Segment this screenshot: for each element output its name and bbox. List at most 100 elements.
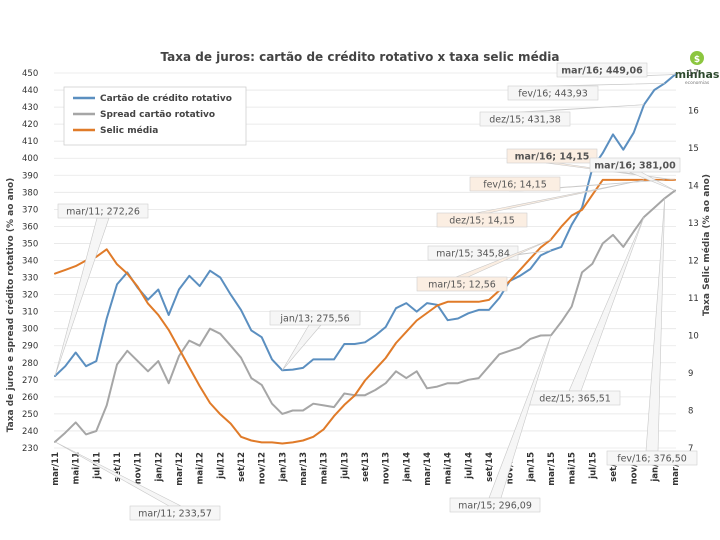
x-tick-label: mai/14 [444, 452, 454, 485]
annotation-box [507, 85, 599, 101]
x-axis-ticks: mar/11mai/11jul/11set/11nov/11jan/12mar/… [51, 452, 681, 486]
annotation-box [479, 111, 571, 127]
annotation-label: mar/16; 449,06 [561, 66, 643, 77]
annotation-box [436, 212, 528, 228]
x-tick-label: jul/12 [216, 452, 226, 480]
x-tick-label: mai/15 [568, 452, 578, 485]
annotation-box [57, 203, 149, 219]
x-tick-label: mar/11 [51, 452, 61, 486]
annotation-label: mar/11; 233,57 [138, 509, 212, 520]
x-tick-label: jan/16 [650, 452, 660, 483]
x-tick-label: jan/12 [154, 452, 164, 483]
logo-subtitle: economias [685, 80, 710, 86]
x-tick-label: jul/13 [340, 452, 350, 480]
y-tick-right: 8 [688, 407, 693, 417]
legend-label: Spread cartão rotativo [100, 110, 215, 120]
annotation-label: mar/11; 272,26 [66, 207, 140, 218]
chart-title: Taxa de juros: cartão de crédito rotativ… [160, 50, 559, 64]
series-lines [54, 73, 676, 445]
y-tick-right: 16 [688, 107, 699, 117]
y-tick-right: 12 [688, 257, 699, 267]
annotation-box [469, 176, 561, 192]
y-tick-left: 340 [22, 257, 38, 267]
annotation-leader [282, 324, 322, 371]
x-tick-label: set/14 [485, 452, 495, 482]
x-tick-label: jan/15 [526, 452, 536, 483]
x-tick-label: mai/12 [196, 452, 206, 485]
y-tick-left: 320 [22, 291, 38, 301]
y-tick-left: 330 [22, 274, 38, 284]
annotation-box [506, 148, 598, 164]
y-tick-left: 380 [22, 188, 38, 198]
y-tick-right: 17 [688, 69, 699, 79]
annotation-leader [645, 198, 665, 452]
annotation-label: dez/15; 365,51 [539, 394, 611, 405]
x-tick-label: mar/14 [423, 452, 433, 486]
legend-box [63, 86, 247, 146]
annotation-label: fev/16; 376,50 [617, 454, 687, 465]
annotation-box [416, 276, 508, 292]
annotation-label: jan/13; 275,56 [279, 314, 349, 325]
y-tick-left: 290 [22, 342, 38, 352]
y-tick-right: 10 [688, 332, 699, 342]
y-tick-left: 230 [22, 444, 38, 454]
annotation-label: mar/16; 381,00 [594, 161, 676, 172]
y-tick-left: 350 [22, 239, 38, 249]
annotation-label: mar/15; 296,09 [458, 501, 532, 512]
x-tick-label: mar/13 [299, 452, 309, 486]
x-tick-label: nov/12 [258, 452, 268, 484]
series-line-cartao-rotativo [54, 73, 676, 377]
annotation-label: mar/16; 14,15 [515, 152, 590, 163]
logo: $ minhas economias [675, 51, 720, 86]
y-tick-right: 15 [688, 144, 699, 154]
x-tick-label: set/11 [113, 452, 123, 482]
annotation-label: mar/15; 345,84 [436, 249, 510, 260]
y-tick-left: 420 [22, 120, 38, 130]
x-tick-label: set/13 [361, 452, 371, 482]
series-line-selic-media [54, 178, 676, 445]
y-tick-left: 440 [22, 86, 38, 96]
y-tick-left: 270 [22, 376, 38, 386]
annotation-box [606, 450, 698, 466]
y-axis-title-left: Taxa de juros e spread crédito rotativo … [5, 178, 16, 433]
y-tick-left: 390 [22, 171, 38, 181]
y-tick-right: 7 [688, 444, 693, 454]
x-tick-label: set/15 [609, 452, 619, 482]
annotation-box [449, 497, 541, 513]
y-tick-left: 240 [22, 427, 38, 437]
annotations: mar/16; 449,06 fev/16; 443,93 dez/15; 431,… [54, 62, 698, 521]
x-tick-label: nov/11 [134, 452, 144, 484]
annotation-label: dez/15; 431,38 [489, 115, 561, 126]
y-tick-left: 260 [22, 393, 38, 403]
y-tick-left: 400 [22, 154, 38, 164]
y-tick-left: 450 [22, 69, 38, 79]
annotation-box [589, 157, 681, 173]
annotation-box [129, 505, 221, 521]
x-tick-label: mar/15 [547, 452, 557, 486]
annotation-label: fev/16; 14,15 [483, 180, 547, 191]
y-axis-ticks-left: 230 240 250 260 270 280 290 300 310 320 330 340 350 3… [22, 69, 38, 454]
y-tick-left: 410 [22, 137, 38, 147]
series-line-spread-rotativo [54, 189, 676, 443]
y-tick-left: 360 [22, 222, 38, 232]
annotation-box [269, 310, 361, 326]
y-tick-left: 370 [22, 205, 38, 215]
y-tick-right: 9 [688, 369, 693, 379]
annotation-leader [546, 83, 665, 87]
x-tick-label: mai/11 [72, 452, 82, 485]
x-tick-label: jan/13 [278, 452, 288, 483]
x-tick-label: jan/14 [402, 452, 412, 483]
logo-name: minhas [675, 68, 720, 81]
legend: Cartão de crédito rotativo Spread cartão … [63, 86, 247, 146]
y-tick-left: 250 [22, 410, 38, 420]
logo-symbol: $ [694, 55, 700, 65]
y-axis-title-right: Taxa Selic média (% ao ano) [701, 174, 712, 316]
legend-label: Cartão de crédito rotativo [100, 93, 232, 104]
x-tick-label: jul/14 [464, 452, 474, 480]
annotation-label: dez/15; 14,15 [449, 216, 515, 227]
annotation-label: mar/15; 12,56 [428, 280, 496, 291]
x-tick-label: nov/13 [382, 452, 392, 484]
y-tick-left: 310 [22, 308, 38, 318]
y-tick-left: 430 [22, 103, 38, 113]
